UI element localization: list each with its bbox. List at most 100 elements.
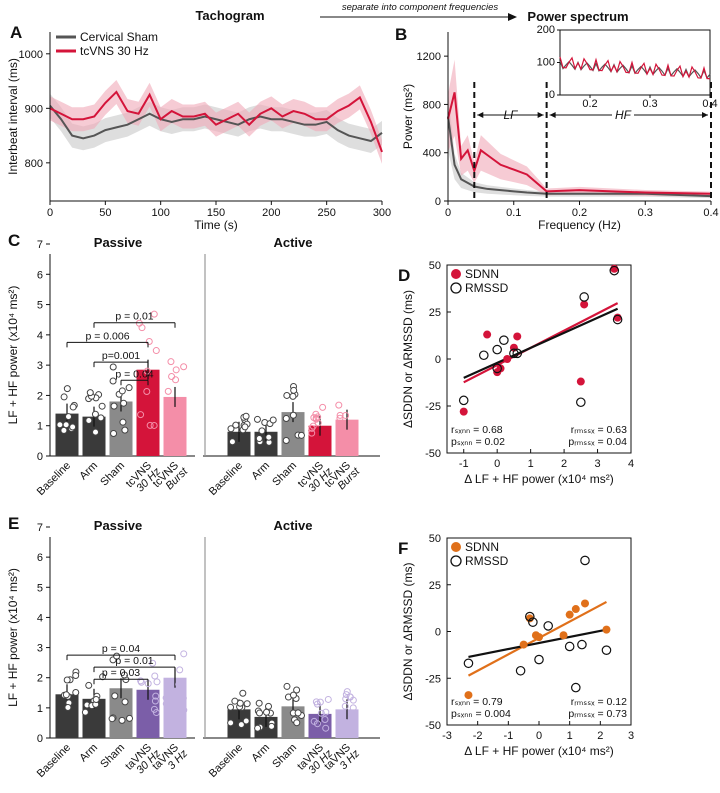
panel-label-e: E (8, 514, 19, 533)
panel-a-xtick-label: 100 (151, 207, 169, 219)
panel-c-point (138, 324, 146, 332)
panel-d-point-sdnn (503, 355, 512, 363)
panel-c-point (336, 411, 344, 419)
panel-d-point-sdnn (459, 407, 468, 416)
panel-b-ytick-label: 0 (435, 196, 441, 208)
panel-d-point-rmssd (492, 363, 502, 374)
panel-a-ytick-label: 800 (25, 158, 43, 170)
panel-c-ytick-label: 5 (37, 300, 43, 312)
panel-f-stat-p-rmssd: pᵣₘₛₛₓ = 0.73 (568, 708, 627, 720)
panel-e-point (324, 695, 332, 703)
panel-c-point (125, 384, 133, 392)
panel-c-point (282, 436, 290, 444)
panel-c-point (258, 427, 266, 435)
panel-e-point (321, 715, 329, 723)
panel-b-inset-frame (559, 29, 711, 96)
panel-e-point (243, 700, 251, 708)
panel-c-xlabel-p-2: Sham (98, 460, 127, 489)
panel-c-point (241, 423, 249, 431)
panel-c-point (180, 363, 188, 371)
panel-e-point (111, 692, 119, 700)
panel-f-ytick-label: 50 (429, 533, 441, 545)
panel-c-point (290, 386, 298, 394)
panel-e-point (342, 691, 350, 699)
panel-c-point (283, 391, 291, 399)
panel-b-hf-arrowhead-left (549, 112, 556, 118)
panel-c-title-left: Passive (94, 235, 142, 250)
panel-c-point (69, 423, 77, 431)
panel-f-point-sdnn (565, 610, 574, 619)
panel-b-xtick-label: 0.3 (638, 207, 653, 219)
panel-d-fit-rmssd (463, 307, 619, 379)
panel-f-point-rmssd (515, 665, 526, 676)
panel-d-ytick-label: 0 (435, 354, 441, 366)
panel-c-point (228, 438, 236, 446)
panel-e-point (237, 721, 245, 729)
panel-e-point (62, 691, 70, 699)
panel-e-xlabel-a-1: Arm (249, 742, 272, 765)
panel-c-xlabel-a-1: Arm (249, 460, 272, 483)
panel-c-point (164, 387, 172, 395)
panel-f-xlabel: Δ LF + HF power (x10⁴ ms²) (464, 744, 614, 758)
panel-c-point (109, 377, 117, 385)
panel-c-point (60, 393, 68, 401)
panel-f-point-rmssd (524, 611, 535, 622)
panel-e-point (126, 714, 134, 722)
panel-f-stat-r-sdnn: rₛₓₙₙ = 0.79 (451, 696, 503, 708)
panel-e-sig-label: p = 0.01 (115, 655, 153, 667)
panel-c-point (172, 366, 180, 374)
panel-e-ytick-label: 0 (37, 733, 43, 745)
panel-c-point (342, 411, 350, 419)
panel-e-point (256, 709, 264, 717)
panel-a-legend-tcvns: tcVNS 30 Hz (80, 44, 149, 58)
panel-e-point (153, 678, 161, 686)
header-arrow-head (508, 13, 517, 21)
panel-c-point (167, 358, 175, 366)
panel-e-point (265, 702, 273, 710)
panel-e-ytick-label: 4 (37, 612, 43, 624)
panel-d-point-sdnn (580, 300, 589, 309)
panel-e-point (283, 682, 291, 690)
panel-d-point-sdnn (496, 364, 505, 373)
panel-c-point (297, 431, 305, 439)
panel-d-ytick-label: 25 (429, 307, 441, 319)
panel-c-point (86, 389, 94, 397)
panel-f-xtick-label: -1 (503, 730, 513, 742)
panel-b-ytick-label: 400 (423, 148, 441, 160)
panel-d-point-rmssd (499, 335, 509, 345)
panel-c-sig-label: p = 0.006 (85, 330, 129, 342)
panel-e-point (151, 697, 159, 705)
panel-c-point (119, 418, 127, 426)
panel-c-ytick-label: 1 (37, 421, 43, 433)
panel-c-sig-label: p = 0.01 (115, 311, 153, 323)
panel-f-point-sdnn (535, 633, 543, 642)
panel-d-ytick-label: -50 (425, 448, 441, 460)
panel-b-inset-ytick-label: 200 (537, 24, 555, 36)
panel-f-point-rmssd (564, 641, 575, 652)
panel-b-xtick-label: 0.1 (506, 207, 521, 219)
panel-e-point (108, 715, 116, 723)
panel-e-point (227, 719, 235, 727)
panel-c-ylabel: LF + HF power (x10⁴ ms²) (6, 286, 20, 425)
panel-e-point (149, 659, 157, 667)
panel-e-point (63, 676, 71, 684)
panel-c-ytick-label: 0 (37, 451, 43, 463)
panel-f-xtick-label: -3 (442, 730, 452, 742)
panel-c-point (168, 373, 176, 380)
panel-b-xlabel: Frequency (Hz) (538, 218, 621, 232)
panel-c-point (348, 437, 356, 445)
panel-e-xlabel-p-0: Baseline (35, 742, 73, 780)
panel-a-ylabel: Interbeat interval (ms) (6, 58, 20, 175)
panel-f-xtick-label: -2 (473, 730, 483, 742)
panel-f-ytick-label: 0 (435, 627, 441, 639)
panel-e-bar-p-3 (136, 689, 160, 738)
panel-c-bar-p-4 (163, 396, 187, 456)
panel-label-c: C (8, 231, 20, 250)
panel-a-series-line-1 (49, 90, 383, 153)
panel-b-inset-ytick-label: 0 (549, 89, 555, 101)
panel-f-legend-marker-sdnn (451, 542, 461, 552)
panel-c-ytick-label: 2 (37, 390, 43, 402)
panel-c-title-right: Active (273, 235, 312, 250)
panel-c-point (137, 411, 145, 419)
panel-f-point-rmssd (534, 654, 544, 665)
